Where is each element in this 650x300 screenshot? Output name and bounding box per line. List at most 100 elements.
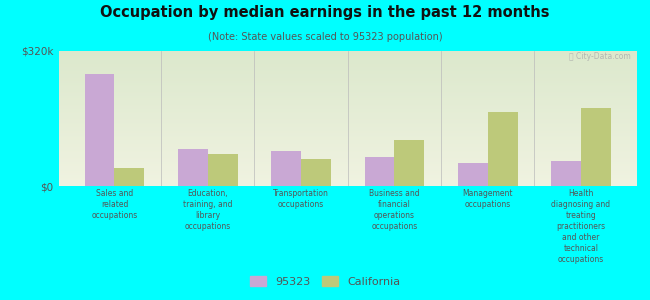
Bar [58,163,637,164]
Bar [58,73,637,74]
Bar [58,132,637,133]
Bar [58,79,637,81]
Bar [58,167,637,168]
Bar [58,148,637,149]
Bar [58,75,637,76]
Bar [58,81,637,82]
Bar [58,120,637,121]
Bar [551,161,581,186]
Bar [58,83,637,85]
Bar [58,66,637,67]
Bar [301,159,331,186]
Bar [58,179,637,181]
Bar [458,163,488,186]
Bar [58,122,637,124]
Bar [58,156,637,158]
Bar [58,149,637,151]
Bar [58,124,637,125]
Bar [58,164,637,166]
Bar [58,182,637,183]
Bar [58,176,637,178]
Bar [58,159,637,160]
Bar [58,135,637,136]
Bar [58,117,637,118]
Bar [58,89,637,90]
Text: Occupation by median earnings in the past 12 months: Occupation by median earnings in the pas… [100,4,550,20]
Bar [58,162,637,163]
Bar [58,90,637,92]
Bar [58,70,637,71]
Bar [58,86,637,87]
Text: (Note: State values scaled to 95323 population): (Note: State values scaled to 95323 popu… [208,32,442,41]
Bar [58,102,637,104]
Bar [58,140,637,141]
Bar [58,129,637,130]
Bar [58,131,637,132]
Bar [488,112,517,186]
Bar [58,125,637,127]
Bar [58,112,637,113]
Bar [58,114,637,116]
Bar [58,98,637,100]
Legend: 95323, California: 95323, California [245,272,405,291]
Bar [58,110,637,112]
Bar [58,118,637,120]
Bar [58,146,637,147]
Bar [58,82,637,83]
Bar [58,106,637,108]
Bar [178,149,208,186]
Bar [58,139,637,140]
Bar [58,109,637,110]
Bar [58,154,637,155]
Text: ⓘ City-Data.com: ⓘ City-Data.com [569,52,631,61]
Bar [58,55,637,56]
Bar [58,100,637,101]
Bar [58,68,637,70]
Bar [58,127,637,128]
Bar [58,51,637,52]
Bar [58,152,637,154]
Bar [58,56,637,58]
Bar [58,181,637,182]
Bar [58,144,637,145]
Bar [58,151,637,152]
Bar [58,92,637,93]
Bar [58,74,637,75]
Bar [271,152,301,186]
Bar [58,108,637,109]
Bar [58,128,637,129]
Bar [58,133,637,135]
Bar [58,169,637,170]
Bar [58,95,637,97]
Bar [58,104,637,105]
Bar [58,160,637,162]
Bar [58,58,637,59]
Bar [58,101,637,102]
Bar [58,93,637,94]
Bar [58,174,637,175]
Bar [58,184,637,186]
Bar [581,108,611,186]
Bar [58,78,637,79]
Bar [114,168,144,186]
Bar [58,137,637,139]
Bar [58,67,637,68]
Bar [58,147,637,148]
Bar [58,60,637,62]
Bar [58,166,637,167]
Bar [58,94,637,95]
Bar [58,113,637,114]
Bar [58,175,637,176]
Bar [58,155,637,156]
Bar [395,140,424,186]
Bar [365,157,395,186]
Bar [58,178,637,179]
Bar [58,141,637,143]
Bar [58,172,637,174]
Bar [84,74,114,186]
Bar [58,54,637,55]
Bar [208,154,238,186]
Bar [58,183,637,184]
Bar [58,59,637,60]
Bar [58,97,637,98]
